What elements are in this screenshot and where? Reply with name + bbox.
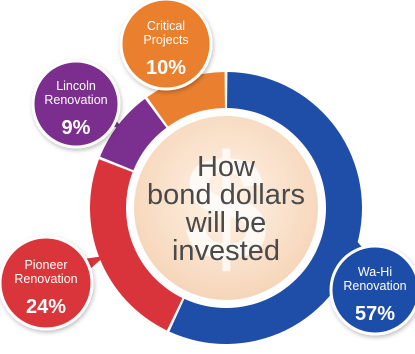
donut-segment-1 xyxy=(90,159,183,331)
segment-label-3-0: Critical xyxy=(147,19,185,33)
segment-label-2-1: Renovation xyxy=(44,93,107,107)
callout-circle-0 xyxy=(329,244,415,336)
segment-label-0-0: Wa-Hi xyxy=(358,265,392,279)
segment-label-0-1: Renovation xyxy=(343,279,406,293)
segment-percent-0: 57% xyxy=(355,303,395,325)
segment-label-2-0: Lincoln xyxy=(56,79,96,93)
center-disc xyxy=(130,112,322,304)
segment-label-1-1: Renovation xyxy=(14,272,77,286)
segment-percent-1: 24% xyxy=(26,296,66,318)
chart-title-line-1: bond dollars xyxy=(147,179,305,211)
callout-circle-1 xyxy=(0,235,94,331)
callout-circle-3 xyxy=(119,0,213,91)
chart-title-line-0: How xyxy=(197,151,256,183)
donut-ring xyxy=(90,72,363,345)
chart-title-line-2: will be xyxy=(185,207,267,239)
donut-segment-2 xyxy=(100,98,167,171)
segment-callouts: Wa-HiRenovation57%PioneerRenovation24%Li… xyxy=(0,0,415,336)
segment-percent-2: 9% xyxy=(62,117,91,139)
donut-segment-0 xyxy=(169,72,363,345)
segment-label-3-1: Projects xyxy=(143,33,188,47)
segment-percent-3: 10% xyxy=(146,57,186,79)
callout-circle-2 xyxy=(31,59,121,149)
dollar-sign-watermark: $ xyxy=(184,124,267,292)
segment-label-1-0: Pioneer xyxy=(24,258,67,272)
chart-title-line-3: invested xyxy=(172,235,280,267)
donut-segment-3 xyxy=(147,72,225,127)
